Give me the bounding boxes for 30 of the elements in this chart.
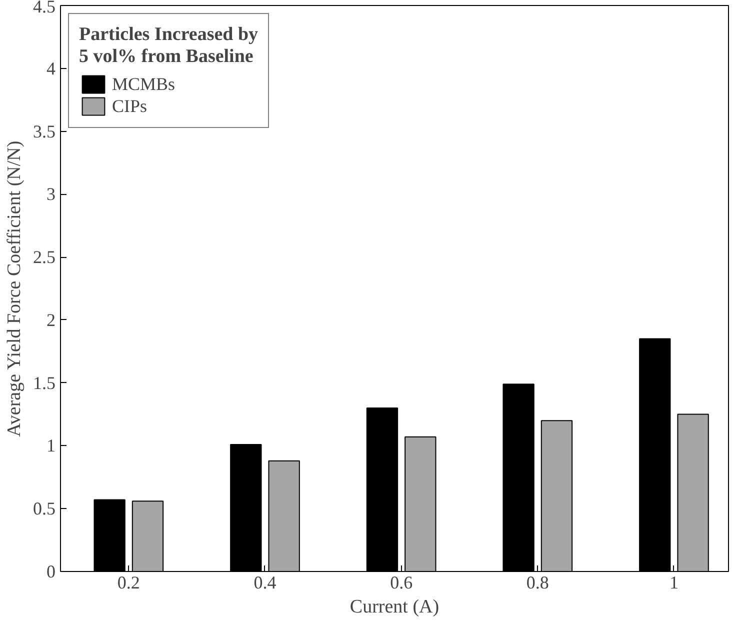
bar: [366, 407, 398, 572]
y-tick-label: 2: [46, 310, 56, 330]
bar: [677, 414, 709, 572]
bar: [94, 499, 126, 572]
y-tick-label: 1.5: [33, 372, 56, 393]
y-tick-label: 3: [46, 184, 56, 204]
bar: [639, 338, 671, 572]
y-tick-label: 1: [46, 436, 56, 456]
legend-label: MCMBs: [112, 74, 176, 94]
y-tick-label: 0: [46, 562, 56, 582]
x-axis-title: Current (A): [350, 596, 440, 618]
bar: [132, 500, 164, 572]
y-tick-label: 2.5: [33, 247, 56, 268]
x-tick-label: 0.8: [526, 572, 549, 592]
bar: [502, 384, 534, 572]
x-tick-label: 0.2: [117, 572, 140, 592]
bar: [404, 436, 436, 572]
x-tick-label: 0.6: [390, 572, 413, 592]
legend-title: Particles Increased by 5 vol% from Baseline: [79, 24, 258, 68]
x-tick-label: 0.4: [254, 572, 276, 592]
y-axis-title: Average Yield Force Coefficient (N/N): [4, 140, 25, 437]
x-tick-label: 1: [669, 572, 678, 592]
y-tick-label: 4: [46, 58, 56, 78]
bar: [268, 460, 300, 572]
y-tick-label: 4.5: [33, 0, 56, 16]
y-tick-label: 0.5: [33, 498, 56, 519]
bar: [230, 444, 262, 572]
y-tick-label: 3.5: [33, 121, 56, 142]
bar: [540, 420, 573, 572]
legend-label: CIPs: [112, 96, 148, 116]
